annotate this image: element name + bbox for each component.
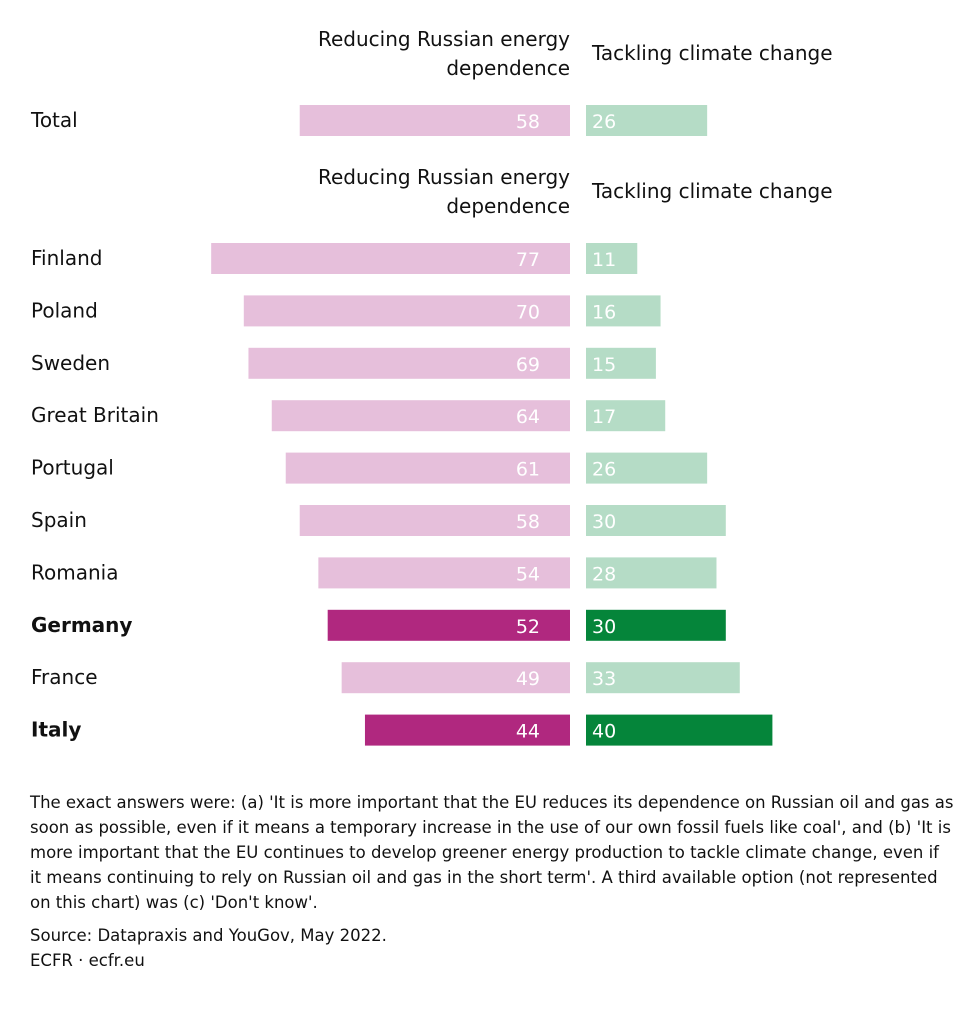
value-dependence-sweden: 69 [516,354,540,376]
row-label-romania: Romania [31,560,118,584]
value-climate-sweden: 15 [592,354,616,376]
chart-notes: The exact answers were: (a) 'It is more … [30,790,955,973]
bar-climate-germany [586,609,726,641]
value-dependence-poland: 70 [516,301,540,323]
value-dependence-spain: 58 [516,511,540,533]
value-dependence-total: 58 [516,111,540,133]
bar-climate-italy [586,714,773,746]
value-climate-great-britain: 17 [592,406,616,428]
bar-climate-sweden [586,347,656,379]
value-climate-germany: 30 [592,616,616,638]
value-climate-total: 26 [592,111,616,133]
header-reducing-dependence: Reducing Russian energy [318,165,570,189]
bar-dependence-great-britain [271,400,570,432]
value-dependence-italy: 44 [516,721,540,743]
header-tackling-climate: Tackling climate change [591,41,833,65]
bar-dependence-france [341,662,570,694]
bar-dependence-portugal [285,452,570,484]
value-climate-france: 33 [592,668,616,690]
row-label-france: France [31,665,98,689]
bar-dependence-poland [243,295,571,327]
row-label-germany: Germany [31,613,132,637]
bar-climate-spain [586,505,726,536]
row-label-poland: Poland [31,298,98,322]
header-reducing-dependence: dependence [446,56,570,80]
bar-climate-france [586,662,740,694]
bar-dependence-romania [318,557,570,589]
header-reducing-dependence: Reducing Russian energy [318,27,570,51]
value-climate-finland: 11 [592,249,616,271]
bar-dependence-total [299,105,570,136]
row-label-great-britain: Great Britain [31,403,159,427]
row-label-portugal: Portugal [31,456,114,480]
bar-dependence-germany [327,609,570,641]
bar-dependence-sweden [248,347,570,379]
value-climate-portugal: 26 [592,459,616,481]
row-label-finland: Finland [31,246,102,270]
value-dependence-portugal: 61 [516,459,540,481]
bar-dependence-finland [211,243,570,274]
row-label-italy: Italy [31,718,81,742]
diverging-bar-chart: Reducing Russian energy dependence Tacklin… [30,27,833,746]
bar-climate-finland [586,243,638,274]
row-label-total: Total [30,108,78,132]
value-dependence-germany: 52 [516,616,540,638]
bar-climate-great-britain [586,400,666,432]
bar-climate-total [586,105,708,136]
value-climate-poland: 16 [592,301,616,323]
value-dependence-romania: 54 [516,563,540,585]
value-climate-romania: 28 [592,563,616,585]
bar-dependence-italy [364,714,570,746]
value-climate-italy: 40 [592,721,616,743]
value-climate-spain: 30 [592,511,616,533]
value-dependence-finland: 77 [516,249,540,271]
bar-climate-portugal [586,452,708,484]
bar-climate-romania [586,557,717,589]
value-dependence-france: 49 [516,668,540,690]
footnote-text: The exact answers were: (a) 'It is more … [30,793,954,912]
bar-dependence-spain [299,505,570,536]
header-reducing-dependence: dependence [446,194,570,218]
credit-line: ECFR · ecfr.eu [30,951,145,970]
row-label-spain: Spain [31,508,87,532]
bar-climate-poland [586,295,661,327]
header-tackling-climate: Tackling climate change [591,179,833,203]
value-dependence-great-britain: 64 [516,406,540,428]
source-line: Source: Datapraxis and YouGov, May 2022. [30,926,387,945]
row-label-sweden: Sweden [31,351,110,375]
